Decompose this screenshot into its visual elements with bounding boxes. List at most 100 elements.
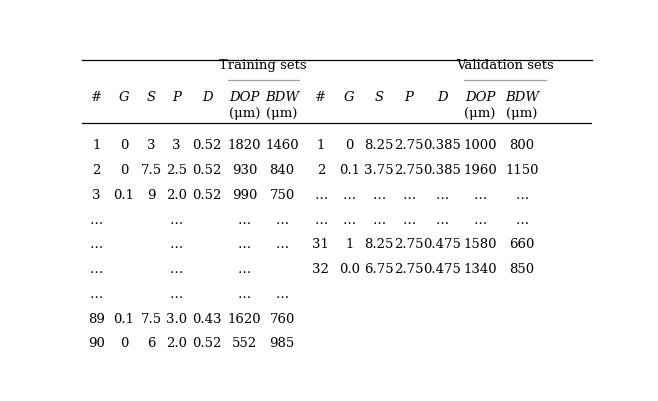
Text: 0.385: 0.385 — [423, 139, 461, 152]
Text: …: … — [276, 213, 289, 226]
Text: …: … — [315, 188, 328, 201]
Text: 0: 0 — [120, 336, 128, 350]
Text: 2: 2 — [92, 164, 101, 176]
Text: 750: 750 — [270, 188, 295, 201]
Text: Validation sets: Validation sets — [456, 59, 554, 72]
Text: P: P — [405, 91, 414, 104]
Text: Training sets: Training sets — [220, 59, 307, 72]
Text: 1340: 1340 — [463, 262, 497, 275]
Text: …: … — [515, 188, 528, 201]
Text: 0: 0 — [120, 164, 128, 176]
Text: 3.75: 3.75 — [365, 164, 394, 176]
Text: 0.1: 0.1 — [114, 312, 135, 325]
Text: D: D — [202, 91, 213, 104]
Text: 32: 32 — [313, 262, 330, 275]
Text: 0.385: 0.385 — [423, 164, 461, 176]
Text: 0.52: 0.52 — [193, 336, 222, 350]
Text: 0.1: 0.1 — [114, 188, 135, 201]
Text: …: … — [473, 188, 487, 201]
Text: …: … — [473, 213, 487, 226]
Text: 3: 3 — [147, 139, 155, 152]
Text: 660: 660 — [509, 238, 534, 251]
Text: …: … — [276, 287, 289, 300]
Text: S: S — [374, 91, 384, 104]
Text: …: … — [170, 287, 183, 300]
Text: 800: 800 — [509, 139, 534, 152]
Text: DOP: DOP — [465, 91, 495, 104]
Text: …: … — [372, 213, 386, 226]
Text: 0.0: 0.0 — [339, 262, 360, 275]
Text: P: P — [172, 91, 181, 104]
Text: …: … — [90, 262, 103, 275]
Text: …: … — [90, 287, 103, 300]
Text: G: G — [344, 91, 355, 104]
Text: 1620: 1620 — [228, 312, 261, 325]
Text: #: # — [91, 91, 102, 104]
Text: …: … — [90, 238, 103, 251]
Text: (μm): (μm) — [266, 107, 298, 119]
Text: …: … — [238, 262, 251, 275]
Text: 8.25: 8.25 — [365, 238, 393, 251]
Text: …: … — [276, 238, 289, 251]
Text: …: … — [403, 188, 416, 201]
Text: 1820: 1820 — [228, 139, 261, 152]
Text: 0.475: 0.475 — [423, 262, 461, 275]
Text: 2: 2 — [316, 164, 325, 176]
Text: 9: 9 — [147, 188, 155, 201]
Text: 0.52: 0.52 — [193, 139, 222, 152]
Text: 7.5: 7.5 — [141, 164, 162, 176]
Text: 1960: 1960 — [463, 164, 497, 176]
Text: BDW: BDW — [505, 91, 539, 104]
Text: 1000: 1000 — [463, 139, 497, 152]
Text: 2.0: 2.0 — [166, 336, 187, 350]
Text: 2.75: 2.75 — [394, 164, 424, 176]
Text: …: … — [170, 262, 183, 275]
Text: S: S — [147, 91, 156, 104]
Text: …: … — [343, 188, 356, 201]
Text: 6: 6 — [147, 336, 155, 350]
Text: (μm): (μm) — [506, 107, 538, 119]
Text: 0.475: 0.475 — [423, 238, 461, 251]
Text: 8.25: 8.25 — [365, 139, 393, 152]
Text: 0.43: 0.43 — [192, 312, 222, 325]
Text: 760: 760 — [270, 312, 295, 325]
Text: 850: 850 — [509, 262, 534, 275]
Text: 1: 1 — [345, 238, 353, 251]
Text: …: … — [238, 238, 251, 251]
Text: 985: 985 — [270, 336, 295, 350]
Text: 1580: 1580 — [463, 238, 497, 251]
Text: 2.75: 2.75 — [394, 238, 424, 251]
Text: …: … — [170, 213, 183, 226]
Text: #: # — [315, 91, 326, 104]
Text: G: G — [118, 91, 130, 104]
Text: 1: 1 — [316, 139, 325, 152]
Text: …: … — [170, 238, 183, 251]
Text: 2.75: 2.75 — [394, 262, 424, 275]
Text: …: … — [343, 213, 356, 226]
Text: …: … — [515, 213, 528, 226]
Text: …: … — [238, 213, 251, 226]
Text: (μm): (μm) — [465, 107, 495, 119]
Text: 1: 1 — [92, 139, 101, 152]
Text: …: … — [436, 188, 449, 201]
Text: 930: 930 — [232, 164, 257, 176]
Text: 2.75: 2.75 — [394, 139, 424, 152]
Text: D: D — [437, 91, 447, 104]
Text: …: … — [372, 188, 386, 201]
Text: 990: 990 — [232, 188, 257, 201]
Text: 90: 90 — [88, 336, 105, 350]
Text: 6.75: 6.75 — [365, 262, 394, 275]
Text: 0.1: 0.1 — [339, 164, 360, 176]
Text: 3.0: 3.0 — [166, 312, 187, 325]
Text: 2.5: 2.5 — [166, 164, 187, 176]
Text: 3: 3 — [172, 139, 181, 152]
Text: 0: 0 — [345, 139, 353, 152]
Text: 552: 552 — [232, 336, 257, 350]
Text: …: … — [90, 213, 103, 226]
Text: …: … — [436, 213, 449, 226]
Text: …: … — [315, 213, 328, 226]
Text: 7.5: 7.5 — [141, 312, 162, 325]
Text: 0.52: 0.52 — [193, 188, 222, 201]
Text: 1150: 1150 — [505, 164, 539, 176]
Text: 840: 840 — [270, 164, 295, 176]
